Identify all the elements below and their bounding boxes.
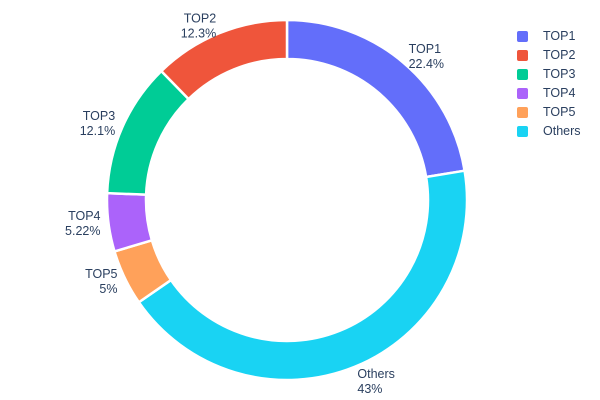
- legend-item-top3[interactable]: TOP3: [517, 65, 581, 84]
- legend-swatch-top2: [517, 50, 528, 61]
- slice-label-others: Others 43%: [357, 367, 395, 396]
- legend-item-top4[interactable]: TOP4: [517, 84, 581, 103]
- pie-slice-top3[interactable]: [105, 69, 190, 196]
- legend-item-top2[interactable]: TOP2: [517, 46, 581, 65]
- legend-swatch-top1: [517, 31, 528, 42]
- legend-item-others[interactable]: Others: [517, 122, 581, 141]
- slice-label-top4: TOP4 5.22%: [65, 209, 101, 238]
- legend-item-top5[interactable]: TOP5: [517, 103, 581, 122]
- legend-label-top1: TOP1: [543, 29, 576, 43]
- slice-label-top2: TOP2 12.3%: [181, 11, 217, 40]
- pie-slice-others[interactable]: [137, 169, 469, 382]
- legend-item-top1[interactable]: TOP1: [517, 27, 581, 46]
- pie-slice-top2[interactable]: [160, 18, 289, 101]
- legend-label-top4: TOP4: [543, 86, 576, 100]
- slice-label-top5: TOP5 5%: [85, 267, 117, 296]
- legend-label-top2: TOP2: [543, 48, 576, 62]
- pie-slice-top4[interactable]: [105, 191, 154, 253]
- legend-swatch-top5: [517, 107, 528, 118]
- slice-labels: TOP1 22.4% TOP2 12.3% TOP3 12.1% TOP4 5.22% …: [65, 11, 444, 395]
- legend-label-top5: TOP5: [543, 105, 576, 119]
- legend-swatch-top3: [517, 69, 528, 80]
- donut-slices: [105, 18, 469, 382]
- legend-swatch-others: [517, 126, 528, 137]
- legend-label-top3: TOP3: [543, 67, 576, 81]
- slice-label-top1: TOP1 22.4%: [409, 42, 444, 71]
- slice-label-top3: TOP3 12.1%: [80, 109, 116, 138]
- legend-label-others: Others: [543, 124, 581, 138]
- legend: TOP1 TOP2 TOP3 TOP4 TOP5 Others: [517, 27, 581, 141]
- legend-swatch-top4: [517, 88, 528, 99]
